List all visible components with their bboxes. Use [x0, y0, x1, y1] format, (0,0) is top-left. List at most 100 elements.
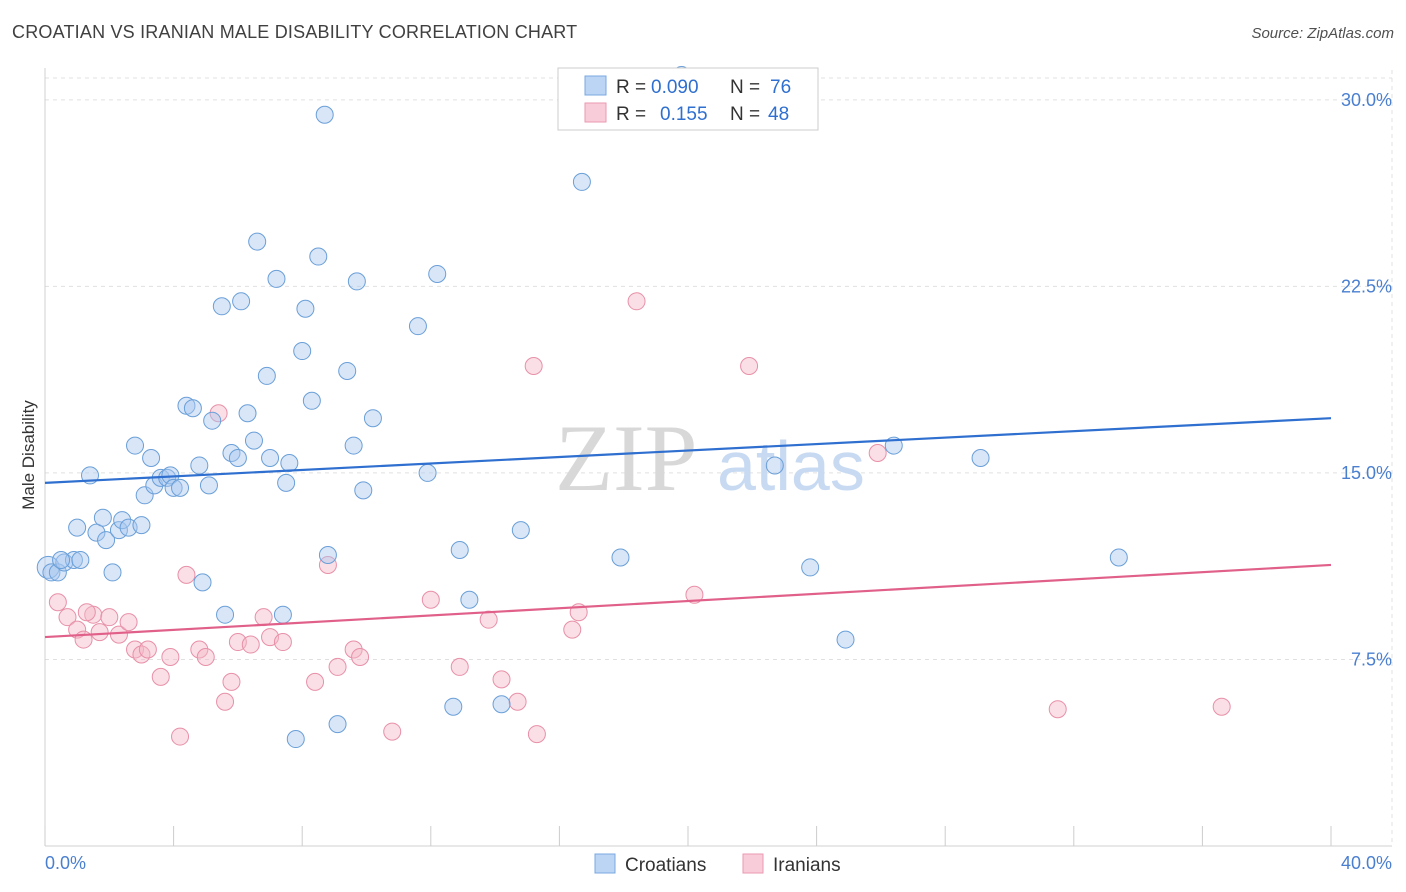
- croatian-point: [273, 605, 292, 624]
- croatian-point: [572, 172, 591, 191]
- y-tick-label: 7.5%: [1351, 649, 1392, 669]
- legend-iranian-n-value: 48: [768, 104, 789, 125]
- croatian-point: [113, 511, 132, 530]
- iranian-point: [190, 640, 209, 659]
- croatian-point: [801, 558, 820, 577]
- iranian-point: [77, 603, 96, 622]
- source-label: Source: ZipAtlas.com: [1251, 25, 1394, 42]
- croatian-point: [444, 697, 463, 716]
- croatian-point: [190, 456, 209, 475]
- iranian-point: [196, 647, 215, 666]
- croatian-point: [257, 366, 276, 385]
- x-tick-label: 0.0%: [45, 853, 86, 873]
- iranian-point: [508, 692, 527, 711]
- iranian-point: [90, 623, 109, 642]
- iranian-point: [492, 670, 511, 689]
- iranian-trend-line: [44, 563, 1332, 639]
- legend-iranian-r-label: R =: [616, 104, 646, 125]
- croatian-point: [171, 478, 190, 497]
- croatian-point: [836, 630, 855, 649]
- croatian-point: [347, 272, 366, 291]
- croatian-point: [450, 541, 469, 560]
- trend-lines: [44, 417, 1332, 639]
- croatian-point: [267, 269, 286, 288]
- iranian-point: [177, 565, 196, 584]
- legend-series: Croatians Iranians: [594, 853, 841, 876]
- iranian-point: [58, 608, 77, 627]
- croatian-point: [52, 550, 71, 569]
- croatian-point: [183, 399, 202, 418]
- y-axis-label: Male Disability: [19, 400, 38, 510]
- y-tick-label: 30.0%: [1341, 90, 1392, 110]
- croatian-point: [309, 247, 328, 266]
- legend-iranians-label: Iranians: [773, 855, 841, 876]
- croatian-point: [296, 299, 315, 318]
- croatian-point: [428, 264, 447, 283]
- iranian-point: [524, 356, 543, 375]
- croatian-point: [42, 563, 61, 582]
- croatian-trend-line: [44, 417, 1332, 484]
- croatian-point: [199, 476, 218, 495]
- croatian-point: [93, 508, 112, 527]
- watermark: ZIP atlas: [555, 405, 865, 511]
- iranian-point: [151, 667, 170, 686]
- legend-croatian-r-value: 0.090: [651, 77, 699, 98]
- croatian-point: [765, 456, 784, 475]
- croatian-point: [363, 409, 382, 428]
- croatian-point: [126, 436, 145, 455]
- croatian-point: [216, 605, 235, 624]
- croatian-point: [97, 531, 116, 550]
- croatian-point: [244, 431, 263, 450]
- croatian-point: [71, 550, 90, 569]
- croatian-point: [228, 449, 247, 467]
- croatian-point: [132, 516, 151, 535]
- iranian-point: [450, 657, 469, 676]
- croatian-point: [142, 449, 161, 467]
- iranian-point: [868, 444, 887, 463]
- croatian-point: [338, 361, 357, 380]
- tick-labels: 7.5% 15.0% 22.5% 30.0% 0.0% 40.0%: [45, 90, 1392, 873]
- legend-iranian-swatch: [584, 102, 607, 123]
- croatian-point: [302, 391, 321, 410]
- croatian-point: [203, 411, 222, 430]
- iranian-point: [119, 613, 138, 632]
- legend-croatian-swatch: [584, 75, 607, 96]
- iranian-point: [383, 722, 402, 741]
- croatian-point: [232, 292, 251, 311]
- croatian-point: [460, 590, 479, 609]
- croatian-point: [68, 518, 87, 537]
- croatian-point: [1109, 548, 1128, 567]
- iranian-point: [171, 727, 190, 746]
- iranian-point: [421, 590, 440, 609]
- chart-title: CROATIAN VS IRANIAN MALE DISABILITY CORR…: [12, 22, 578, 42]
- iranian-point: [685, 585, 704, 604]
- iranian-point: [241, 635, 260, 654]
- iranian-point: [351, 647, 370, 666]
- iranian-point: [222, 672, 241, 691]
- y-tick-label: 15.0%: [1341, 463, 1392, 483]
- legend-iranian-n-label: N =: [730, 104, 760, 125]
- croatian-point: [344, 436, 363, 455]
- iranian-point: [563, 620, 582, 639]
- iranian-point: [68, 620, 87, 639]
- croatian-point: [164, 478, 183, 497]
- iranian-point: [1048, 700, 1067, 719]
- iranian-point: [273, 633, 292, 652]
- axes: [44, 68, 1392, 847]
- iranian-point: [527, 725, 546, 744]
- iranian-point: [109, 625, 128, 644]
- legend-croatians-swatch: [594, 853, 616, 874]
- legend-stats: R = 0.090 N = 76 R = 0.155 N = 48: [557, 67, 819, 131]
- iranian-point: [306, 672, 325, 691]
- legend-croatian-r-label: R =: [616, 77, 646, 98]
- y-tick-label: 22.5%: [1341, 276, 1392, 296]
- croatian-point: [293, 342, 312, 361]
- legend-iranians-swatch: [742, 853, 764, 874]
- iranian-point: [161, 647, 180, 666]
- croatian-point: [408, 317, 427, 336]
- iranian-point: [216, 692, 235, 711]
- croatian-point: [103, 563, 122, 582]
- iranian-point: [138, 640, 157, 659]
- croatian-point: [611, 548, 630, 567]
